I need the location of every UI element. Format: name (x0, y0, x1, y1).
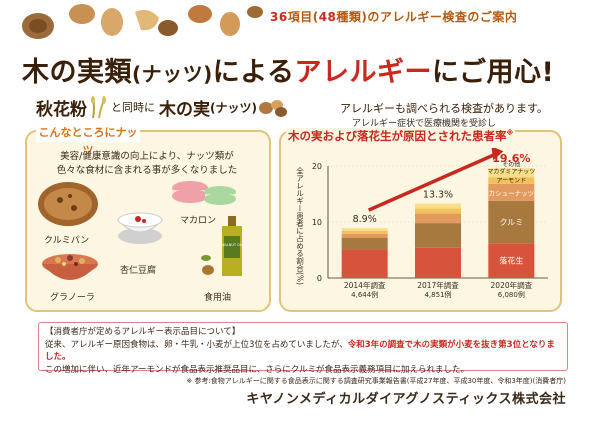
header-text-2: 種類)のアレルギー検査のご案内 (336, 10, 518, 24)
x-tick-label: 2017年調査 (417, 280, 459, 290)
bar-segment-2 (341, 233, 388, 238)
notice-line-2: この増加に伴い、近年アーモンドが食品表示推奨品目に、さらにクルミが食品表示義務項… (45, 364, 469, 375)
bar-segment-0 (488, 243, 535, 278)
notice-line-1b: 令和3年の調査で木の実類が小麦を抜き第3位となりました。 (45, 339, 555, 363)
trend-arrowhead (491, 148, 504, 161)
simultaneous-label: と同時に (111, 101, 155, 114)
header-text-1: 項目( (287, 10, 319, 24)
bar-total-label: 8.9% (353, 214, 377, 225)
mixed-nuts-icon (258, 100, 287, 117)
bar-segment-4 (341, 228, 388, 231)
food-label-walnut-bread: クルミパン (44, 236, 90, 246)
nuts-illustration (22, 4, 263, 39)
food-label-cooking-oil: 食用油 (204, 293, 232, 303)
segment-label-peanut: 落花生 (499, 256, 523, 266)
sample-size-label: 6,080例 (498, 290, 525, 299)
chart-caption: アレルギー症状で医療機関を受診し (352, 119, 497, 129)
subtitle-description: アレルギーも調べられる検査があります。 (340, 102, 548, 115)
trend-arrow (367, 152, 497, 212)
main-title: 木の実類(ナッツ)によるアレルギーにご用心! (22, 50, 554, 89)
notice-heading: 【消費者庁が定めるアレルギー表示品目について】 (45, 327, 241, 337)
y-tick-label: 20 (312, 162, 322, 171)
grass-icon (91, 96, 106, 118)
header-type-count: 48 (318, 10, 337, 24)
bar-segment-1 (488, 200, 535, 244)
food-illustrations: WALNUT OIL (38, 181, 243, 280)
y-axis-label: 全アレルギー患者に占める割合(%) (295, 166, 304, 285)
title-part-3: による (212, 57, 295, 88)
bar-segment-1 (341, 237, 388, 250)
chart-title-text: 木の実および落花生が原因とされた患者率 (288, 129, 507, 143)
macaron-icon (172, 181, 236, 205)
bar-segment-1 (415, 223, 461, 248)
segment-label-cashew: カシューナッツ (489, 189, 535, 197)
x-tick-label: 2014年調査 (344, 280, 386, 290)
y-tick-label: 10 (312, 218, 322, 227)
y-tick-label: 0 (317, 274, 322, 283)
title-part-2: (ナッツ) (132, 62, 213, 86)
title-part-5: にご用心! (431, 57, 555, 88)
x-tick-label: 2020年調査 (491, 280, 533, 290)
title-part-1: 木の実類 (22, 57, 132, 88)
bar-segment-3 (341, 230, 388, 234)
bar-segment-3 (488, 177, 535, 184)
bar-segment-4 (488, 168, 535, 178)
walnut-oil-icon: WALNUT OIL (201, 216, 243, 276)
granola-icon (42, 254, 98, 280)
bar-segment-4 (415, 203, 461, 209)
header-subtitle: 36項目(48種類)のアレルギー検査のご案内 (270, 8, 517, 25)
oil-bottle-text: WALNUT OIL (221, 243, 243, 247)
autumn-pollen-label: 秋花粉 (36, 99, 87, 120)
bar-segment-3 (415, 208, 461, 214)
sample-size-label: 4,644例 (351, 290, 378, 299)
segment-label-walnut: クルミ (499, 218, 523, 227)
segment-label-other: その他 (502, 161, 520, 169)
food-label-granola: グラノーラ (50, 293, 95, 303)
bar-total-label: 13.3% (423, 190, 453, 201)
bar-segment-0 (415, 247, 461, 278)
chart-title: 木の実および落花生が原因とされた患者率※ (286, 128, 516, 144)
nuts-paren-label: (ナッツ) (210, 100, 257, 115)
company-name: キヤノンメディカルダイアグノスティックス株式会社 (246, 392, 566, 407)
walnut-bread-icon (38, 182, 98, 226)
nuts-decoration (0, 0, 600, 40)
notice-box: 【消費者庁が定めるアレルギー表示品目について】 従来、アレルギー原因食物は、卵・… (38, 322, 568, 375)
notice-line-1: 従来、アレルギー原因食物は、卵・牛乳・小麦が上位3位を占めていましたが、令和3年… (45, 339, 561, 364)
header-item-count: 36 (270, 10, 288, 24)
segment-label-macadamia: マカダミアナッツ (487, 168, 535, 176)
nuts-label: 木の実 (159, 99, 210, 120)
title-part-4: アレルギー (294, 57, 432, 88)
nuts-examples-description: 美容/健康意識の向上により、ナッツ類が色々な食材に含まれる事が多くなりました (56, 151, 238, 176)
food-label-macaron: マカロン (180, 216, 217, 226)
subtitle-row: 秋花粉 と同時に 木の実 (ナッツ) (36, 95, 289, 120)
bar-segment-2 (415, 213, 461, 224)
reference-footnote: ※ 参考:食物アレルギーに関する食品表示に関する調査研究事業報告書(平成27年度… (186, 377, 566, 385)
almond-tofu-icon (116, 212, 164, 244)
segment-label-almond: アーモンド (497, 178, 527, 185)
bar-total-label: 19.6% (492, 152, 530, 165)
sample-size-label: 4,851例 (424, 290, 451, 299)
notice-line-1a: 従来、アレルギー原因食物は、卵・牛乳・小麦が上位3位を占めていましたが、 (45, 339, 348, 350)
nuts-examples-title: こんなところにナッツ (36, 124, 140, 157)
chart-title-mark: ※ (506, 129, 514, 138)
bar-segment-2 (488, 183, 535, 201)
bar-segment-0 (341, 249, 388, 278)
food-label-almond-tofu: 杏仁豆腐 (120, 266, 157, 276)
